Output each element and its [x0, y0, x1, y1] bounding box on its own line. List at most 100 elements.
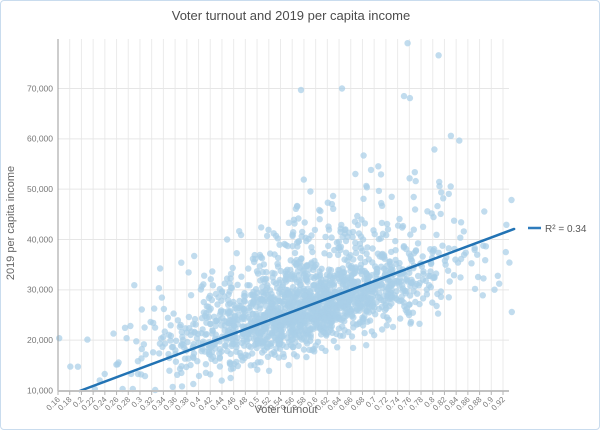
scatter-point[interactable] — [251, 361, 258, 369]
scatter-point[interactable] — [388, 300, 395, 307]
scatter-point[interactable] — [231, 313, 238, 320]
scatter-point[interactable] — [427, 246, 434, 253]
scatter-point[interactable] — [338, 299, 345, 306]
scatter-point[interactable] — [376, 253, 383, 260]
scatter-point[interactable] — [363, 184, 371, 191]
scatter-point[interactable] — [306, 287, 314, 295]
scatter-point[interactable] — [178, 369, 185, 377]
scatter-point[interactable] — [429, 299, 436, 306]
scatter-point[interactable] — [411, 169, 418, 176]
scatter-point[interactable] — [481, 208, 488, 215]
scatter-point[interactable] — [243, 338, 251, 345]
scatter-point[interactable] — [271, 319, 279, 326]
scatter-point[interactable] — [67, 363, 74, 370]
scatter-point[interactable] — [325, 242, 332, 250]
scatter-point[interactable] — [160, 305, 168, 313]
scatter-point[interactable] — [354, 221, 362, 229]
scatter-point[interactable] — [334, 344, 341, 351]
scatter-point[interactable] — [242, 351, 249, 358]
scatter-point[interactable] — [215, 294, 222, 301]
scatter-point[interactable] — [325, 266, 333, 273]
scatter-point[interactable] — [140, 341, 148, 348]
scatter-point[interactable] — [257, 253, 264, 261]
scatter-point[interactable] — [279, 317, 287, 325]
scatter-point[interactable] — [392, 247, 399, 254]
scatter-point[interactable] — [348, 282, 356, 289]
scatter-point[interactable] — [275, 354, 282, 361]
scatter-point[interactable] — [238, 339, 246, 347]
scatter-point[interactable] — [223, 236, 231, 243]
scatter-point[interactable] — [311, 226, 319, 234]
scatter-point[interactable] — [190, 350, 198, 357]
scatter-point[interactable] — [375, 235, 383, 243]
scatter-point[interactable] — [435, 52, 442, 59]
scatter-point[interactable] — [404, 40, 411, 47]
scatter-point[interactable] — [419, 223, 427, 230]
scatter-point[interactable] — [177, 321, 184, 329]
scatter-point[interactable] — [380, 312, 387, 319]
scatter-point[interactable] — [74, 363, 82, 370]
scatter-point[interactable] — [368, 328, 375, 335]
scatter-point[interactable] — [264, 353, 272, 360]
scatter-point[interactable] — [388, 286, 395, 294]
scatter-point[interactable] — [412, 298, 419, 306]
scatter-point[interactable] — [195, 372, 203, 380]
scatter-point[interactable] — [278, 298, 285, 306]
scatter-point[interactable] — [138, 355, 145, 362]
scatter-point[interactable] — [254, 270, 262, 277]
scatter-point[interactable] — [158, 294, 166, 301]
scatter-point[interactable] — [114, 361, 121, 368]
scatter-point[interactable] — [253, 310, 260, 317]
scatter-point[interactable] — [285, 219, 292, 226]
scatter-point[interactable] — [201, 348, 209, 355]
scatter-point[interactable] — [437, 293, 445, 300]
scatter-point[interactable] — [345, 274, 352, 281]
scatter-point[interactable] — [408, 257, 416, 265]
scatter-point[interactable] — [155, 285, 163, 292]
scatter-point[interactable] — [233, 250, 240, 257]
scatter-point[interactable] — [330, 299, 337, 306]
scatter-point[interactable] — [352, 244, 359, 252]
scatter-point[interactable] — [357, 289, 364, 296]
scatter-point[interactable] — [198, 283, 205, 290]
scatter-point[interactable] — [446, 278, 453, 285]
scatter-point[interactable] — [357, 254, 364, 262]
scatter-point[interactable] — [257, 277, 264, 284]
scatter-point[interactable] — [290, 229, 297, 236]
scatter-point[interactable] — [185, 269, 192, 276]
scatter-point[interactable] — [508, 196, 515, 204]
scatter-point[interactable] — [350, 256, 357, 263]
scatter-point[interactable] — [260, 261, 268, 268]
scatter-point[interactable] — [142, 351, 149, 358]
scatter-point[interactable] — [366, 317, 374, 324]
scatter-point[interactable] — [435, 249, 442, 256]
scatter-point[interactable] — [300, 292, 308, 299]
scatter-point[interactable] — [406, 94, 414, 102]
scatter-point[interactable] — [277, 327, 284, 334]
scatter-point[interactable] — [209, 268, 216, 275]
scatter-point[interactable] — [218, 377, 225, 384]
scatter-point[interactable] — [216, 311, 224, 318]
scatter-point[interactable] — [307, 261, 315, 268]
scatter-point[interactable] — [339, 265, 346, 272]
scatter-point[interactable] — [255, 330, 262, 337]
scatter-point[interactable] — [190, 320, 197, 328]
scatter-point[interactable] — [287, 342, 295, 349]
scatter-point[interactable] — [288, 331, 295, 338]
legend[interactable]: R² = 0.34 — [528, 224, 587, 235]
scatter-point[interactable] — [480, 275, 487, 282]
scatter-point[interactable] — [207, 276, 214, 283]
scatter-point[interactable] — [321, 250, 328, 257]
scatter-point[interactable] — [260, 339, 267, 346]
scatter-point[interactable] — [358, 216, 365, 223]
scatter-point[interactable] — [434, 310, 442, 317]
scatter-point[interactable] — [121, 324, 129, 331]
scatter-point[interactable] — [227, 350, 234, 358]
scatter-point[interactable] — [420, 270, 427, 278]
scatter-point[interactable] — [141, 372, 149, 380]
scatter-point[interactable] — [333, 314, 341, 322]
scatter-point[interactable] — [479, 292, 486, 299]
scatter-point[interactable] — [457, 219, 465, 226]
scatter-point[interactable] — [445, 190, 452, 198]
scatter-point[interactable] — [431, 273, 438, 280]
